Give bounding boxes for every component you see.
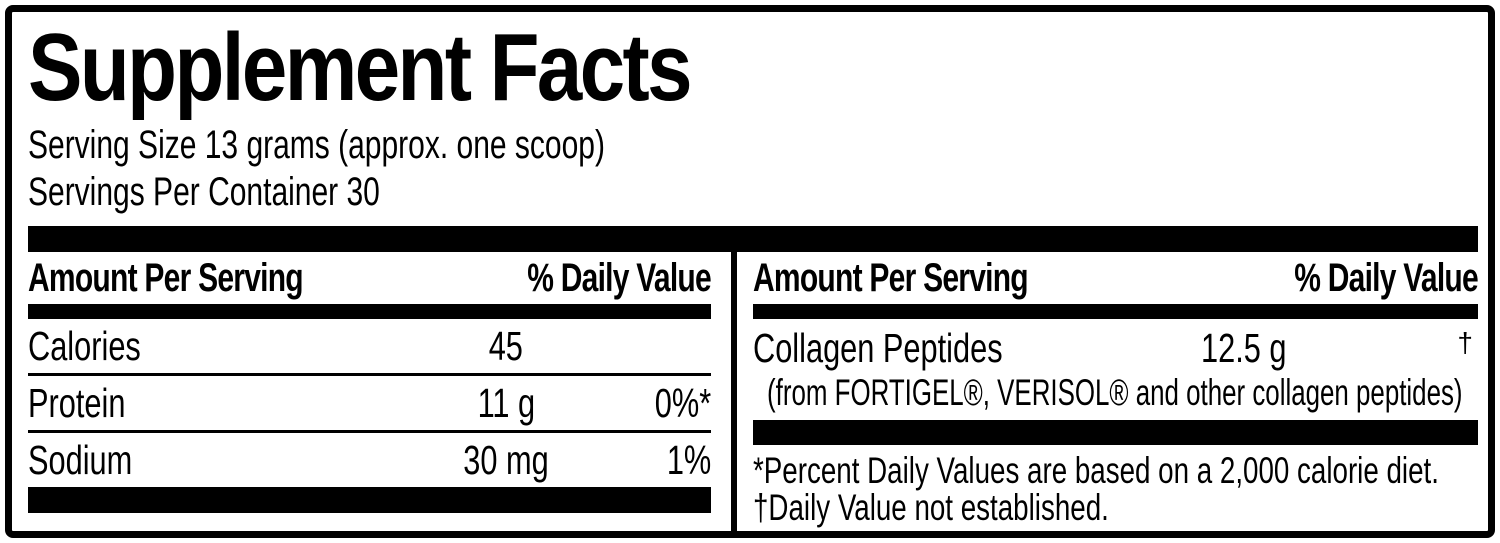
ingredient-dagger-mark: †	[1457, 327, 1473, 358]
top-separator-bar	[28, 226, 1478, 252]
left-bottom-bar	[28, 487, 711, 513]
table-row-collagen-peptides: Collagen Peptides 12.5 g †	[753, 325, 1478, 371]
footnote-percent-daily-values: *Percent Daily Values are based on a 2,0…	[753, 450, 1439, 491]
nutrient-daily-value: 0%*	[654, 379, 711, 426]
nutrient-amount: 30 mg	[463, 436, 549, 483]
footnote-daily-value-not-established: †Daily Value not established.	[753, 487, 1109, 528]
nutrient-name: Protein	[28, 379, 126, 426]
left-header-separator-bar	[28, 304, 711, 319]
left-daily-value-header: % Daily Value	[527, 255, 711, 300]
facts-columns: Amount Per Serving % Daily Value Calorie…	[28, 252, 1479, 531]
right-amount-per-serving-header: Amount Per Serving	[753, 255, 1029, 300]
nutrient-daily-value: 1%	[666, 436, 711, 483]
right-header-row: Amount Per Serving % Daily Value	[753, 252, 1479, 304]
page-title: Supplement Facts	[28, 20, 1478, 116]
right-header-separator-bar	[753, 304, 1478, 319]
right-daily-value-header: % Daily Value	[1294, 255, 1478, 300]
servings-per-container-line: Servings Per Container 30	[28, 170, 380, 214]
ingredient-amount: 12.5 g	[1201, 325, 1287, 371]
title-text: Supplement Facts	[28, 14, 693, 121]
left-facts-panel: Amount Per Serving % Daily Value Calorie…	[28, 252, 731, 531]
nutrient-name: Sodium	[28, 436, 133, 483]
table-row-calories: Calories 45	[28, 319, 711, 373]
table-row-protein: Protein 11 g 0%*	[28, 373, 711, 430]
left-amount-per-serving-header: Amount Per Serving	[28, 255, 304, 300]
supplement-facts-label: Supplement Facts Serving Size 13 grams (…	[5, 5, 1495, 538]
left-header-row: Amount Per Serving % Daily Value	[28, 252, 712, 304]
nutrient-amount: 11 g	[477, 379, 535, 426]
serving-size-line: Serving Size 13 grams (approx. one scoop…	[28, 123, 605, 167]
right-facts-panel: Amount Per Serving % Daily Value Collage…	[731, 252, 1479, 531]
ingredient-name: Collagen Peptides	[753, 325, 1003, 371]
nutrient-name: Calories	[28, 322, 141, 369]
right-footnote-separator-bar	[753, 420, 1478, 445]
ingredient-source-line: (from FORTIGEL®, VERISOL® and other coll…	[767, 372, 1463, 413]
footnotes: *Percent Daily Values are based on a 2,0…	[753, 452, 1478, 526]
nutrient-amount: 45	[488, 322, 524, 369]
table-row-sodium: Sodium 30 mg 1%	[28, 430, 711, 487]
